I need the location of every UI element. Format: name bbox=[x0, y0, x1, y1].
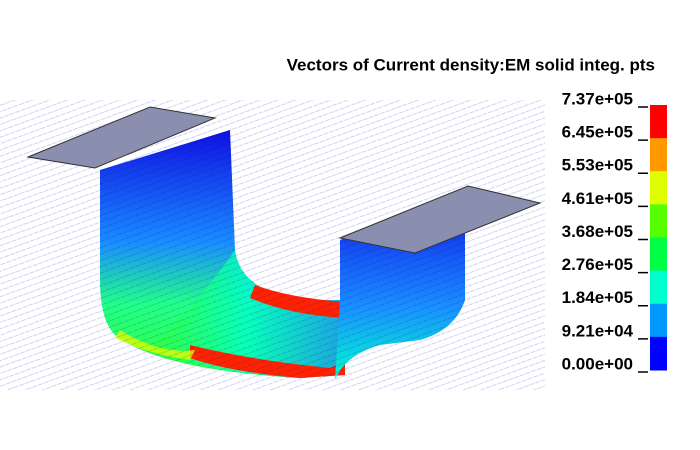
legend-swatch bbox=[650, 105, 667, 139]
legend-label: 3.68e+05 bbox=[562, 222, 633, 241]
legend-swatch bbox=[650, 237, 667, 272]
legend-label: 6.45e+05 bbox=[562, 123, 633, 142]
title: Vectors of Current density:EM solid inte… bbox=[287, 55, 655, 74]
legend-label: 1.84e+05 bbox=[562, 288, 633, 307]
legend-swatch bbox=[650, 138, 667, 172]
legend-swatch bbox=[650, 336, 667, 371]
legend-label: 7.37e+05 bbox=[562, 89, 633, 108]
right-plate bbox=[338, 185, 542, 254]
legend-swatch bbox=[650, 270, 667, 305]
legend-swatch bbox=[650, 204, 667, 238]
legend-label: 4.61e+05 bbox=[562, 189, 633, 208]
model bbox=[0, 100, 545, 390]
legend-label: 0.00e+00 bbox=[562, 354, 633, 373]
legend: 7.37e+05 6.45e+05 5.53e+05 4.61e+05 3.68e+05… bbox=[562, 89, 667, 373]
legend-label: 5.53e+05 bbox=[562, 156, 633, 175]
legend-swatch bbox=[650, 303, 667, 338]
legend-swatch bbox=[650, 171, 667, 205]
legend-label: 9.21e+04 bbox=[562, 321, 634, 340]
legend-label: 2.76e+05 bbox=[562, 255, 633, 274]
left-plate bbox=[26, 106, 217, 169]
